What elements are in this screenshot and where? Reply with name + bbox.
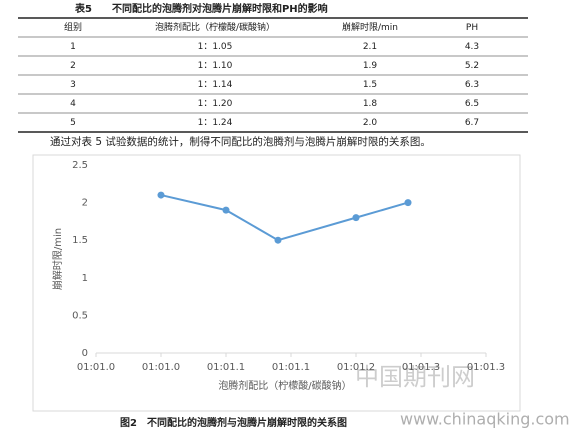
data-point xyxy=(352,214,360,222)
watermark-url: www.chinaqking.com xyxy=(400,410,570,429)
table-cell: 2 xyxy=(70,61,76,71)
table-header-cell: 崩解时限/min xyxy=(342,21,398,33)
x-tick-label: 01:01.2 xyxy=(337,362,375,373)
table-cell: 2.1 xyxy=(363,42,377,52)
table-header-cell: 泡腾剂配比（柠檬酸/碳酸钠） xyxy=(155,21,275,33)
x-tick-label: 01:01.0 xyxy=(142,362,180,373)
x-tick-label: 01:01.1 xyxy=(272,362,310,373)
table-cell: 6.5 xyxy=(465,99,479,109)
chart-frame xyxy=(32,154,521,412)
x-axis-label: 泡腾剂配比（柠檬酸/碳酸钠） xyxy=(218,379,351,392)
table-cell: 1.8 xyxy=(363,99,378,109)
table-cell: 2.0 xyxy=(363,118,378,128)
table-cell: 4.3 xyxy=(465,42,479,52)
table-cell: 5.2 xyxy=(465,61,479,71)
x-tick-label: 01:01.1 xyxy=(207,362,245,373)
paragraph: 通过对表 5 试验数据的统计，制得不同配比的泡腾剂与泡腾片崩解时限的关系图。 xyxy=(50,135,431,148)
table-cell: 4 xyxy=(70,99,76,109)
x-tick-label: 01:01.3 xyxy=(402,362,440,373)
table-cell: 5 xyxy=(70,118,76,128)
table-cell: 6.3 xyxy=(465,80,479,90)
table-header-cell: PH xyxy=(466,23,478,33)
figure-caption: 图2 不同配比的泡腾剂与泡腾片崩解时限的关系图 xyxy=(120,416,347,429)
data-point xyxy=(157,191,165,199)
y-tick-label: 2 xyxy=(82,198,88,209)
y-tick-label: 2.5 xyxy=(72,160,88,171)
table-cell: 1 xyxy=(70,42,76,52)
table-cell: 6.7 xyxy=(465,118,479,128)
data-point xyxy=(404,199,412,207)
y-axis-label: 崩解时限/min xyxy=(51,228,64,290)
watermark-cn: 中国期刊网 xyxy=(355,363,475,391)
data-point xyxy=(222,206,230,214)
y-tick-label: 0.5 xyxy=(72,310,88,321)
y-tick-label: 0 xyxy=(82,348,88,359)
y-tick-label: 1.5 xyxy=(72,235,88,246)
table-caption: 表5 不同配比的泡腾剂对泡腾片崩解时限和PH的影响 xyxy=(74,2,328,15)
x-tick-label: 01:01.0 xyxy=(77,362,115,373)
y-tick-label: 1 xyxy=(82,273,88,284)
table-cell: 1：1.20 xyxy=(198,99,233,109)
data-line xyxy=(160,194,409,242)
table-cell: 1：1.10 xyxy=(198,61,233,71)
table-cell: 1：1.24 xyxy=(198,118,233,128)
data-point xyxy=(274,236,282,244)
table-cell: 1：1.14 xyxy=(198,80,233,90)
x-tick-label: 01:01.3 xyxy=(467,362,505,373)
table-cell: 3 xyxy=(70,80,76,90)
table-cell: 1：1.05 xyxy=(198,42,233,52)
table-header-cell: 组别 xyxy=(64,21,82,33)
table-cell: 1.5 xyxy=(363,80,377,90)
table-cell: 1.9 xyxy=(363,61,378,71)
